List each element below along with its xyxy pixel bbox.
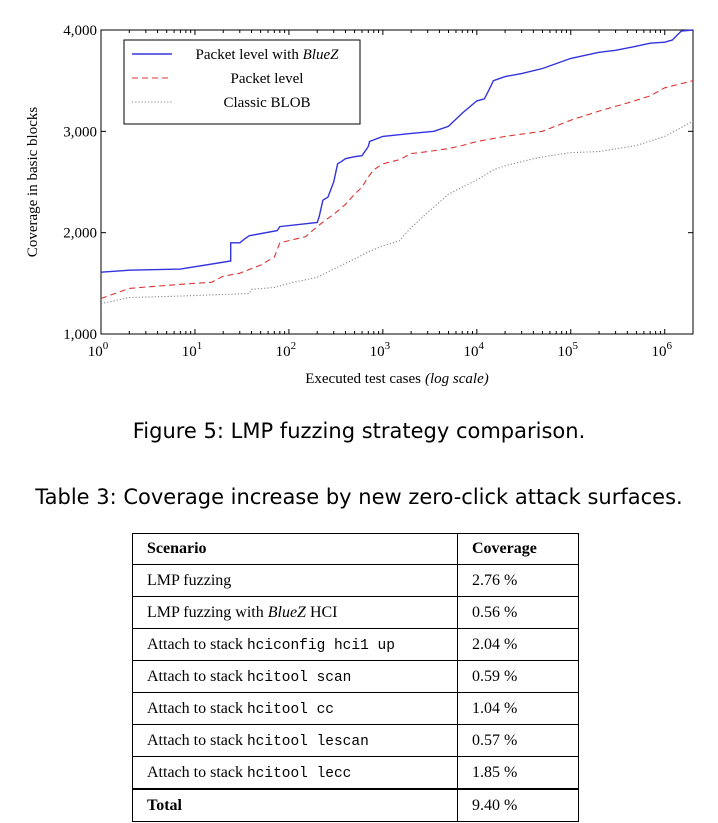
scenario-code: hciconfig hci1 up [246, 637, 395, 654]
legend-label-2: Packet level [231, 71, 304, 87]
x-axis-label-main: Executed test cases [305, 371, 421, 387]
x-axis-label: Executed test cases (log scale) [305, 371, 489, 387]
table-row: LMP fuzzing with BlueZ HCI 0.56 % [132, 596, 579, 629]
coverage-cell: 2.04 % [457, 628, 579, 661]
legend-label-1: Packet level with BlueZ [196, 47, 340, 63]
coverage-cell: 0.57 % [457, 724, 579, 757]
x-tick-exponent: 6 [666, 340, 672, 352]
series-line-1 [100, 29, 694, 273]
series-line-2 [100, 80, 694, 300]
table-body: LMP fuzzing 2.76 % LMP fuzzing with BlueZ … [132, 564, 579, 790]
y-tick-label: 4,000 [63, 23, 97, 39]
legend-label-3: Classic BLOB [223, 95, 310, 111]
coverage-table: Scenario Coverage LMP fuzzing 2.76 % LMP f… [132, 533, 579, 822]
scenario-cell: LMP fuzzing [132, 564, 458, 597]
scenario-cell: Attach to stack hcitool scan [132, 660, 458, 693]
x-tick-base: 10 [464, 344, 479, 360]
table-row: Attach to stack hcitool lescan 0.57 % [132, 724, 579, 757]
scenario-cell: Attach to stack hcitool lescan [132, 724, 458, 757]
y-tick-label: 3,000 [63, 124, 97, 140]
x-tick-label: 102 [276, 340, 297, 360]
coverage-cell: 0.59 % [457, 660, 579, 693]
x-tick-label: 105 [558, 340, 579, 360]
table-row: Attach to stack hcitool scan 0.59 % [132, 660, 579, 693]
x-tick-base: 10 [558, 344, 573, 360]
x-tick-base: 10 [651, 344, 666, 360]
table-row: LMP fuzzing 2.76 % [132, 564, 579, 597]
table-total-row: Total 9.40 % [132, 788, 579, 822]
scenario-code: hcitool cc [246, 701, 334, 718]
y-tick-label: 1,000 [63, 327, 97, 343]
coverage-cell: 1.85 % [457, 756, 579, 790]
scenario-code: hcitool scan [246, 669, 352, 686]
table-row: Attach to stack hciconfig hci1 up 2.04 % [132, 628, 579, 661]
scenario-suffix: HCI [305, 603, 338, 621]
figure-caption: Figure 5: LMP fuzzing strategy compariso… [132, 419, 586, 443]
total-label: Total [132, 788, 458, 822]
x-tick-exponent: 5 [573, 340, 579, 352]
x-tick-exponent: 4 [479, 340, 485, 352]
x-tick-exponent: 3 [385, 340, 391, 352]
header-coverage: Coverage [457, 533, 579, 565]
scenario-prefix: Attach to stack [147, 699, 247, 717]
table-caption: Table 3: Coverage increase by new zero-c… [35, 485, 683, 509]
x-axis-label-suffix: (log scale) [425, 371, 489, 387]
scenario-cell: Attach to stack hciconfig hci1 up [132, 628, 458, 661]
x-tick-base: 10 [276, 344, 291, 360]
scenario-code: hcitool lecc [246, 765, 352, 782]
x-tick-exponent: 2 [291, 340, 297, 352]
table-header-row: Scenario Coverage [132, 533, 579, 565]
scenario-prefix: Attach to stack [147, 635, 247, 653]
x-tick-exponent: 0 [103, 340, 109, 352]
scenario-cell: Attach to stack hcitool lecc [132, 756, 458, 790]
legend-label-text: Packet level with [196, 47, 303, 63]
scenario-cell: Attach to stack hcitool cc [132, 692, 458, 725]
coverage-cell: 1.04 % [457, 692, 579, 725]
scenario-prefix: LMP fuzzing [147, 571, 232, 589]
plot-frame [100, 29, 694, 335]
scenario-code: hcitool lescan [246, 733, 369, 750]
scenario-italic: BlueZ [267, 603, 306, 621]
x-tick-base: 10 [88, 344, 103, 360]
y-axis-label: Coverage in basic blocks [25, 107, 41, 258]
x-tick-label: 100 [88, 340, 109, 360]
total-coverage: 9.40 % [457, 788, 579, 822]
table-row: Attach to stack hcitool lecc 1.85 % [132, 756, 579, 790]
header-scenario: Scenario [132, 533, 458, 565]
x-tick-exponent: 1 [197, 340, 203, 352]
table-row: Attach to stack hcitool cc 1.04 % [132, 692, 579, 725]
scenario-cell: LMP fuzzing with BlueZ HCI [132, 596, 458, 629]
x-tick-label: 106 [651, 340, 672, 360]
series-line-3 [100, 120, 694, 305]
coverage-cell: 0.56 % [457, 596, 579, 629]
x-tick-label: 101 [182, 340, 203, 360]
x-tick-label: 104 [464, 340, 485, 360]
y-tick-label: 2,000 [63, 226, 97, 242]
scenario-prefix: Attach to stack [147, 667, 247, 685]
scenario-prefix: Attach to stack [147, 763, 247, 781]
scenario-prefix: LMP fuzzing with [147, 603, 268, 621]
scenario-prefix: Attach to stack [147, 731, 247, 749]
coverage-cell: 2.76 % [457, 564, 579, 597]
legend-label-italic: BlueZ [303, 47, 339, 63]
x-tick-label: 103 [370, 340, 391, 360]
x-tick-base: 10 [370, 344, 385, 360]
x-tick-base: 10 [182, 344, 197, 360]
